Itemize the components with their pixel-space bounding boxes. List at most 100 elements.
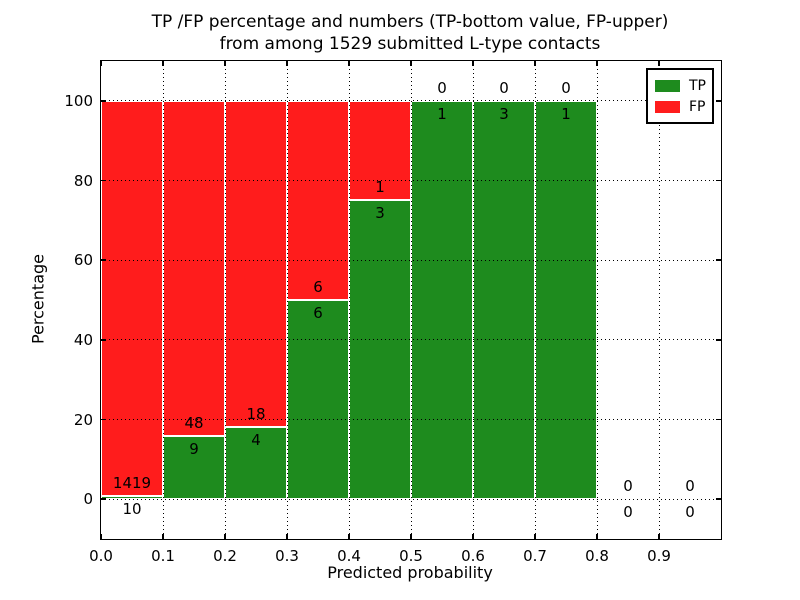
tp-value-label: 10 (122, 500, 142, 519)
y-tick-right (716, 498, 721, 500)
fp-value-label: 0 (437, 78, 447, 97)
tp-bar-segment (411, 100, 473, 500)
fp-value-label: 1 (375, 178, 385, 197)
y-tick-label: 0 (83, 490, 93, 509)
tp-bar-segment (287, 300, 349, 500)
tp-legend-label: TP (689, 77, 706, 94)
fp-value-label: 0 (561, 78, 571, 97)
x-tick-bottom (286, 534, 288, 539)
x-tick-label: 0.3 (275, 547, 299, 565)
x-tick-label: 0.8 (585, 547, 609, 565)
y-tick-label: 40 (73, 330, 93, 349)
y-tick-right (716, 339, 721, 341)
tp-value-label: 9 (189, 440, 199, 459)
y-tick-right (716, 418, 721, 421)
y-tick-right (716, 179, 721, 182)
plot-area: TP FP 1419 10 48 9 18 4 6 6 1 3 0 1 0 3 0 1 0 0 0 0 0.0 0.1 0.… (64, 60, 722, 565)
legend-item-tp: TP (655, 75, 712, 96)
tp-value-label: 1 (561, 104, 571, 123)
y-tick-left (101, 418, 106, 421)
x-tick-top (162, 61, 164, 66)
tp-value-label: 0 (685, 503, 695, 522)
tp-bar-segment (349, 200, 411, 500)
horizontal-gridline (101, 498, 721, 500)
x-tick-top (224, 61, 226, 66)
vertical-gridline (410, 61, 412, 539)
fp-bar-segment (101, 100, 163, 497)
fp-value-label: 0 (685, 477, 695, 496)
horizontal-gridline (101, 339, 721, 341)
x-tick-bottom (348, 534, 350, 539)
x-tick-label: 0.2 (213, 547, 237, 565)
x-tick-label: 0.6 (461, 547, 485, 565)
tp-bar-segment (473, 100, 535, 500)
y-tick-left (101, 179, 106, 182)
x-tick-bottom (658, 534, 660, 539)
fp-value-label: 48 (184, 414, 204, 433)
y-tick-label: 60 (73, 251, 93, 270)
horizontal-gridline (101, 259, 721, 261)
x-tick-bottom (224, 534, 226, 539)
x-tick-top (658, 61, 660, 66)
x-tick-bottom (162, 534, 164, 539)
vertical-gridline (224, 61, 226, 539)
y-tick-right (716, 100, 721, 102)
y-tick-left (101, 339, 106, 341)
tp-legend-swatch (655, 79, 680, 92)
x-tick-top (410, 61, 412, 66)
tp-value-label: 4 (251, 430, 261, 449)
horizontal-gridline (101, 419, 721, 420)
y-tick-left (101, 259, 106, 261)
vertical-gridline (348, 61, 350, 539)
vertical-gridline (658, 61, 660, 539)
x-tick-top (348, 61, 350, 66)
x-tick-label: 0.0 (89, 547, 113, 565)
y-tick-right (716, 259, 721, 261)
fp-value-label: 0 (499, 78, 509, 97)
chart-title-line2: from among 1529 submitted L-type contact… (219, 34, 601, 54)
vertical-gridline (596, 61, 598, 539)
y-tick-left (101, 498, 106, 500)
x-tick-label: 0.4 (337, 547, 361, 565)
fp-legend-label: FP (689, 98, 706, 115)
y-tick-label: 80 (73, 171, 93, 190)
x-tick-label: 0.1 (151, 547, 175, 565)
fp-value-label: 18 (246, 404, 266, 423)
fp-bar-segment (163, 100, 225, 437)
fp-value-label: 0 (623, 477, 633, 496)
vertical-gridline (472, 61, 474, 539)
legend: TP FP (646, 68, 714, 124)
chart-title: TP /FP percentage and numbers (TP-bottom… (100, 11, 720, 55)
horizontal-gridline (101, 100, 721, 102)
tp-value-label: 0 (623, 503, 633, 522)
vertical-gridline (534, 61, 536, 539)
tp-bar-segment (535, 100, 597, 500)
tp-value-label: 3 (499, 104, 509, 123)
x-tick-label: 0.7 (523, 547, 547, 565)
fp-bar-segment (287, 100, 349, 300)
x-axis-label: Predicted probability (327, 563, 493, 582)
tp-value-label: 6 (313, 304, 323, 322)
x-tick-top (100, 61, 102, 66)
fp-legend-swatch (655, 100, 680, 113)
x-tick-top (534, 61, 536, 66)
vertical-gridline (286, 61, 288, 539)
fp-value-label: 1419 (112, 474, 152, 493)
x-tick-bottom (410, 534, 412, 539)
x-tick-top (472, 61, 474, 66)
x-tick-bottom (100, 534, 102, 539)
x-tick-bottom (534, 534, 536, 539)
x-tick-label: 0.5 (399, 547, 423, 565)
x-tick-label: 0.9 (647, 547, 671, 565)
legend-item-fp: FP (655, 96, 712, 117)
tp-value-label: 1 (437, 104, 447, 123)
vertical-gridline (162, 61, 164, 539)
x-tick-top (286, 61, 288, 66)
horizontal-gridline (101, 180, 721, 181)
fp-value-label: 6 (313, 278, 323, 296)
x-tick-bottom (596, 534, 598, 539)
fp-bar-segment (225, 100, 287, 427)
chart-title-line1: TP /FP percentage and numbers (TP-bottom… (151, 12, 669, 32)
y-tick-label: 20 (73, 410, 93, 429)
